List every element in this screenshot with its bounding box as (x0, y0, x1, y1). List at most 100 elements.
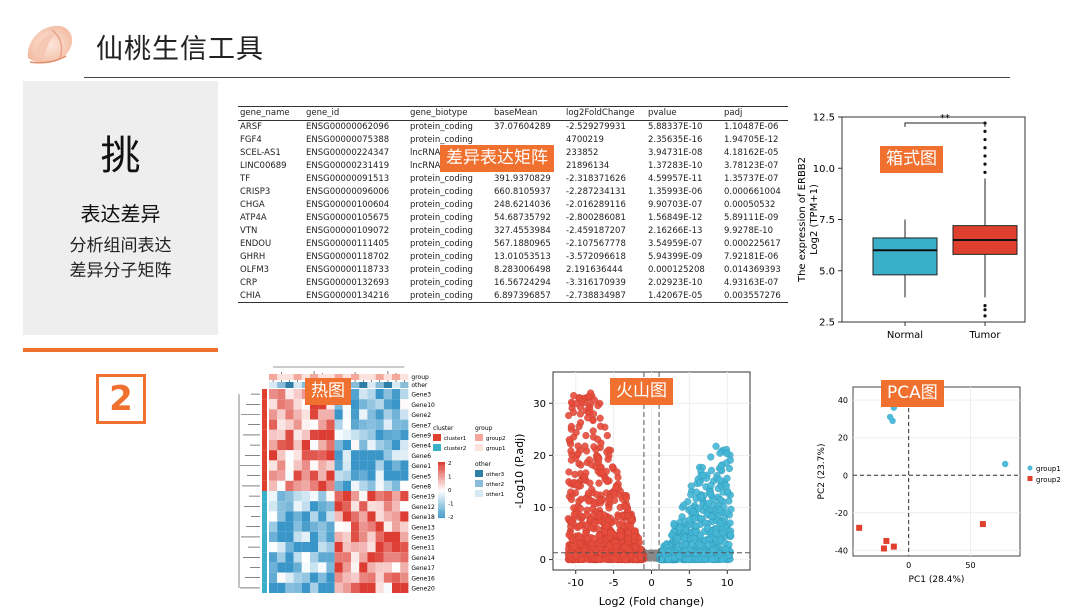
pca-point-group1 (1001, 460, 1009, 468)
x-tick-label: 50 (965, 561, 975, 570)
table-column-header: log2FoldChange (564, 106, 646, 121)
heatmap-cell (318, 470, 327, 481)
volcano-chart: -10 -5 0 5 10 0 10 20 30 Log2 (Fold change) -Log10… (513, 371, 751, 608)
heatmap-cell (326, 480, 335, 491)
heatmap-cell (375, 542, 384, 553)
heatmap-cell (375, 511, 384, 522)
table-cell: ARSF (240, 122, 263, 133)
heatmap-cell (301, 572, 310, 583)
volcano-point-down (586, 550, 595, 558)
heatmap-cell (351, 572, 360, 583)
heatmap-cell (277, 572, 286, 583)
heatmap-cell (351, 409, 360, 420)
volcano-point-up (680, 501, 688, 509)
heatmap-cell (310, 501, 319, 512)
table-cell: protein_coding (410, 122, 473, 133)
volcano-point-down (611, 555, 619, 563)
volcano-point-up (723, 449, 731, 458)
table-cell: ENSG00000134216 (304, 289, 408, 303)
heatmap-cell (293, 399, 302, 410)
cluster-annotation-cell (262, 511, 267, 522)
heatmap-cell (326, 542, 335, 553)
heatmap-cell (400, 542, 409, 553)
y-tick-label: -40 (835, 546, 848, 555)
cluster-annotation-cell (262, 429, 267, 440)
volcano-point-ns (650, 549, 656, 554)
gene-label: Gene13 (411, 524, 435, 531)
page-title: 仙桃生信工具 (96, 34, 264, 65)
heatmap-cell (359, 552, 368, 563)
y-axis-label: PC2 (23.7%) (817, 444, 827, 500)
table-row: ENDOU ENSG00000111405 protein_coding 567.18… (238, 238, 788, 251)
heatmap-cell (318, 521, 327, 532)
heatmap-cell (277, 460, 286, 471)
table-row: OLFM3 ENSG00000118733 protein_coding 8.2830… (238, 264, 788, 277)
heatmap-cell (383, 419, 392, 430)
color-scale-segment (438, 488, 445, 491)
heatmap-cell (269, 491, 278, 502)
heatmap-cell (375, 389, 384, 400)
heatmap-cell (351, 552, 360, 563)
legend-label: cluster1 (444, 436, 466, 442)
heatmap-cell (351, 511, 360, 522)
table-cell: protein_coding (410, 174, 473, 184)
heatmap-cell (400, 491, 409, 502)
heatmap-cell (367, 480, 376, 491)
volcano-point-up (664, 548, 673, 556)
heatmap-cell (375, 399, 384, 410)
heatmap-cell (342, 440, 351, 451)
heatmap-cell (392, 429, 401, 440)
heatmap-cell (269, 389, 278, 400)
heatmap-cell (375, 470, 384, 481)
gene-label: Gene6 (411, 453, 431, 460)
other-annotation-cell (392, 382, 401, 388)
group-annotation-cell (375, 374, 384, 380)
heatmap-cell (367, 460, 376, 471)
heatmap-cell (285, 429, 294, 440)
heatmap-cell (359, 450, 368, 461)
table-cell: -2.287234131 (566, 187, 626, 197)
heatmap-cell (285, 419, 294, 430)
cluster-annotation-cell (262, 460, 267, 471)
color-scale-segment (438, 476, 445, 478)
table-cell: 1.35993E-06 (648, 187, 703, 197)
heatmap-cell (326, 511, 335, 522)
heatmap-cell (400, 572, 409, 583)
group-annotation-cell (301, 374, 310, 380)
heatmap-cell (269, 582, 278, 593)
heatmap-cell (326, 562, 335, 573)
table-cell: 3.94731E-08 (648, 148, 703, 158)
box-normal (872, 237, 938, 276)
group-annotation-cell (367, 374, 376, 380)
gene-label: Gene10 (411, 402, 435, 409)
heatmap-cell (334, 521, 343, 532)
heatmap-cell (277, 440, 286, 451)
heatmap-cell (318, 542, 327, 553)
volcano-point-up (690, 514, 699, 523)
volcano-point-up (716, 476, 724, 484)
heatmap-cell (400, 389, 409, 400)
heatmap-cell (392, 552, 401, 563)
heatmap-cell (334, 480, 343, 491)
heatmap-cell (342, 542, 351, 553)
volcano-point-down (604, 455, 612, 463)
heatmap-cell (367, 521, 376, 532)
heatmap-cell (318, 460, 327, 471)
table-cell: CHIA (238, 289, 304, 303)
color-scale-label: 2 (448, 461, 452, 467)
heatmap-cell (285, 460, 294, 471)
table-cell: 0.003557276 (722, 289, 788, 303)
heatmap-cell (400, 511, 409, 522)
volcano-point-down (574, 442, 582, 450)
heatmap-cell (359, 389, 368, 400)
table-cell: protein_coding (408, 289, 492, 303)
table-cell: ENSG00000062096 (306, 122, 390, 133)
legend-label: other3 (486, 472, 505, 478)
heatmap-cell (293, 562, 302, 573)
legend-label: group2 (486, 436, 505, 442)
other-annotation-cell (351, 382, 360, 388)
table-cell: 4.93163E-07 (724, 278, 779, 288)
volcano-point-up (725, 497, 733, 505)
heatmap-cell (359, 429, 368, 440)
tag-boxplot: 箱式图 (880, 146, 943, 173)
